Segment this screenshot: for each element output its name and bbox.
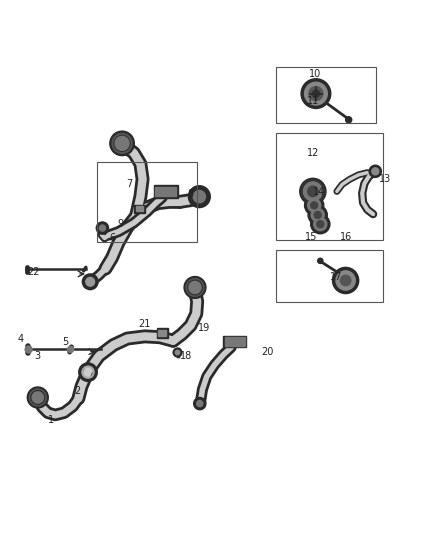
Circle shape bbox=[332, 268, 359, 294]
Text: 10: 10 bbox=[309, 69, 321, 79]
Text: 16: 16 bbox=[339, 232, 352, 242]
Circle shape bbox=[115, 136, 129, 150]
Text: 14: 14 bbox=[313, 187, 325, 197]
Circle shape bbox=[336, 271, 355, 290]
Circle shape bbox=[25, 346, 32, 353]
Text: 2: 2 bbox=[74, 386, 80, 396]
Text: 20: 20 bbox=[261, 346, 273, 357]
Circle shape bbox=[307, 199, 321, 212]
Circle shape bbox=[110, 131, 134, 156]
Text: 17: 17 bbox=[330, 272, 342, 282]
Text: 3: 3 bbox=[35, 351, 41, 361]
Circle shape bbox=[372, 168, 379, 175]
Bar bbox=[276, 133, 383, 240]
Circle shape bbox=[300, 179, 326, 205]
Circle shape bbox=[318, 258, 323, 263]
Circle shape bbox=[173, 348, 182, 357]
Bar bbox=[276, 67, 376, 123]
Text: 13: 13 bbox=[379, 174, 391, 184]
Bar bbox=[225, 337, 245, 346]
Circle shape bbox=[189, 281, 201, 294]
Bar bbox=[158, 330, 166, 336]
Circle shape bbox=[311, 202, 318, 209]
Circle shape bbox=[314, 212, 321, 219]
Circle shape bbox=[188, 185, 210, 207]
Text: 15: 15 bbox=[304, 232, 317, 242]
Circle shape bbox=[193, 190, 205, 203]
Circle shape bbox=[340, 275, 351, 286]
Circle shape bbox=[314, 217, 327, 231]
Bar bbox=[97, 161, 197, 243]
Circle shape bbox=[86, 277, 95, 286]
Circle shape bbox=[317, 221, 324, 228]
Circle shape bbox=[369, 165, 381, 177]
Circle shape bbox=[194, 398, 206, 410]
Circle shape bbox=[96, 222, 109, 234]
Circle shape bbox=[67, 346, 74, 352]
Circle shape bbox=[309, 87, 323, 101]
Circle shape bbox=[99, 225, 106, 231]
Text: 7: 7 bbox=[127, 179, 133, 189]
Bar bbox=[223, 336, 246, 348]
Bar bbox=[153, 185, 177, 198]
Text: 5: 5 bbox=[62, 337, 68, 346]
Text: 12: 12 bbox=[307, 148, 319, 158]
Circle shape bbox=[197, 400, 203, 407]
Text: 9: 9 bbox=[118, 219, 124, 229]
Circle shape bbox=[301, 79, 331, 108]
Text: 11: 11 bbox=[307, 95, 319, 106]
Circle shape bbox=[82, 274, 98, 289]
Text: 21: 21 bbox=[138, 319, 151, 329]
Circle shape bbox=[308, 205, 327, 224]
Circle shape bbox=[304, 196, 324, 215]
Circle shape bbox=[311, 208, 324, 222]
Circle shape bbox=[27, 387, 48, 408]
Circle shape bbox=[175, 350, 180, 354]
Circle shape bbox=[32, 392, 43, 403]
Text: 4: 4 bbox=[17, 334, 23, 344]
Text: 1: 1 bbox=[48, 415, 54, 425]
Circle shape bbox=[303, 182, 322, 201]
Circle shape bbox=[311, 215, 330, 234]
Circle shape bbox=[184, 277, 206, 298]
Bar bbox=[276, 250, 383, 302]
Text: 22: 22 bbox=[27, 266, 40, 277]
Text: 18: 18 bbox=[180, 351, 192, 361]
Text: 8: 8 bbox=[187, 189, 194, 199]
Bar bbox=[134, 205, 145, 213]
Circle shape bbox=[307, 186, 318, 197]
Text: 6: 6 bbox=[109, 233, 115, 243]
Bar bbox=[155, 187, 176, 196]
Circle shape bbox=[312, 90, 319, 97]
Circle shape bbox=[346, 117, 352, 123]
Bar bbox=[156, 328, 168, 338]
Bar bbox=[136, 206, 143, 212]
Text: 19: 19 bbox=[198, 324, 210, 334]
Circle shape bbox=[304, 82, 327, 105]
